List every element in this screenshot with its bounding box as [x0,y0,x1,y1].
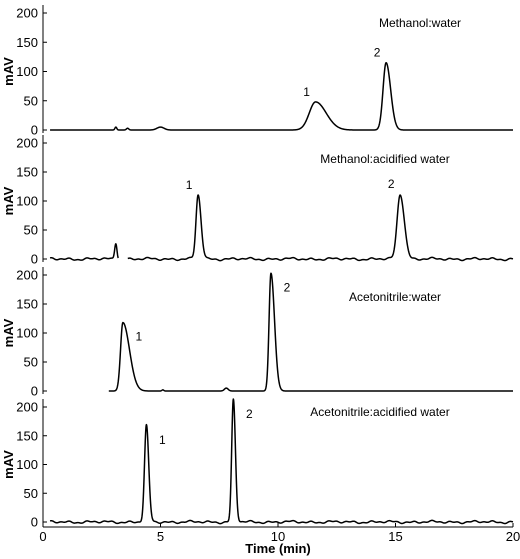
y-tick-label: 0 [31,384,38,399]
y-tick-label: 200 [16,268,38,283]
y-tick-label: 150 [16,165,38,180]
panels-layer: 050100150200mAVMethanol:water12050100150… [1,5,514,530]
panel-title: Acetonitrile:acidified water [310,405,449,419]
y-tick-label: 200 [16,6,38,21]
chromatogram-trace [49,194,514,262]
y-tick-label: 100 [16,194,38,209]
peak-label: 2 [388,177,395,191]
x-axis-ticks: 0 5 10 15 20 [39,523,520,544]
y-axis-label: mAV [1,186,16,215]
panel-title: Methanol:water [379,16,461,30]
y-tick-label: 50 [24,93,38,108]
y-tick-label: 50 [24,355,38,370]
x-tick-label: 15 [388,529,402,544]
peak-label: 2 [284,280,291,294]
peak-label: 1 [159,433,166,447]
y-tick-label: 0 [31,252,38,267]
panel-1: 0 50 100 150 200 mAV Methanol:water 1 2 [1,5,514,138]
y-axis-label: mAV [1,318,16,347]
panel-title: Acetonitrile:water [349,290,441,304]
y-tick-label: 100 [16,64,38,79]
y-tick-label: 100 [16,457,38,472]
x-tick-label: 5 [157,529,164,544]
y-tick-label: 0 [31,123,38,138]
peak-label: 1 [303,85,310,99]
y-tick-label: 200 [16,136,38,151]
peak-label: 1 [186,178,193,192]
y-tick-label: 150 [16,35,38,50]
y-axis-label: mAV [1,450,16,479]
y-tick-label: 0 [31,515,38,530]
y-tick-label: 100 [16,326,38,341]
y-tick-label: 150 [16,297,38,312]
x-axis-label: Time (min) [245,541,311,556]
peak-label: 2 [374,46,381,60]
panel-3: 0 50 100 150 200 mAV Acetonitrile:water 1 2 [1,267,514,399]
panel-title: Methanol:acidified water [320,152,449,166]
panel-4: 0 50 100 150 200 mAV Acetonitrile:acidified wa… [1,398,514,530]
y-tick-label: 50 [24,486,38,501]
peak-label: 1 [136,330,143,344]
y-tick-label: 150 [16,428,38,443]
chromatogram-trace [49,398,514,525]
y-tick-label: 50 [24,223,38,238]
chromatogram-trace [49,61,514,131]
panel-2: 0 50 100 150 200 mAV Methanol:acidified water 1… [1,135,514,267]
x-tick-label: 10 [271,529,285,544]
y-tick-label: 200 [16,400,38,415]
x-tick-label: 20 [506,529,520,544]
y-axis-label: mAV [1,57,16,86]
peak-label: 2 [246,407,253,421]
chromatogram-trace [108,272,514,392]
x-tick-label: 0 [39,529,46,544]
